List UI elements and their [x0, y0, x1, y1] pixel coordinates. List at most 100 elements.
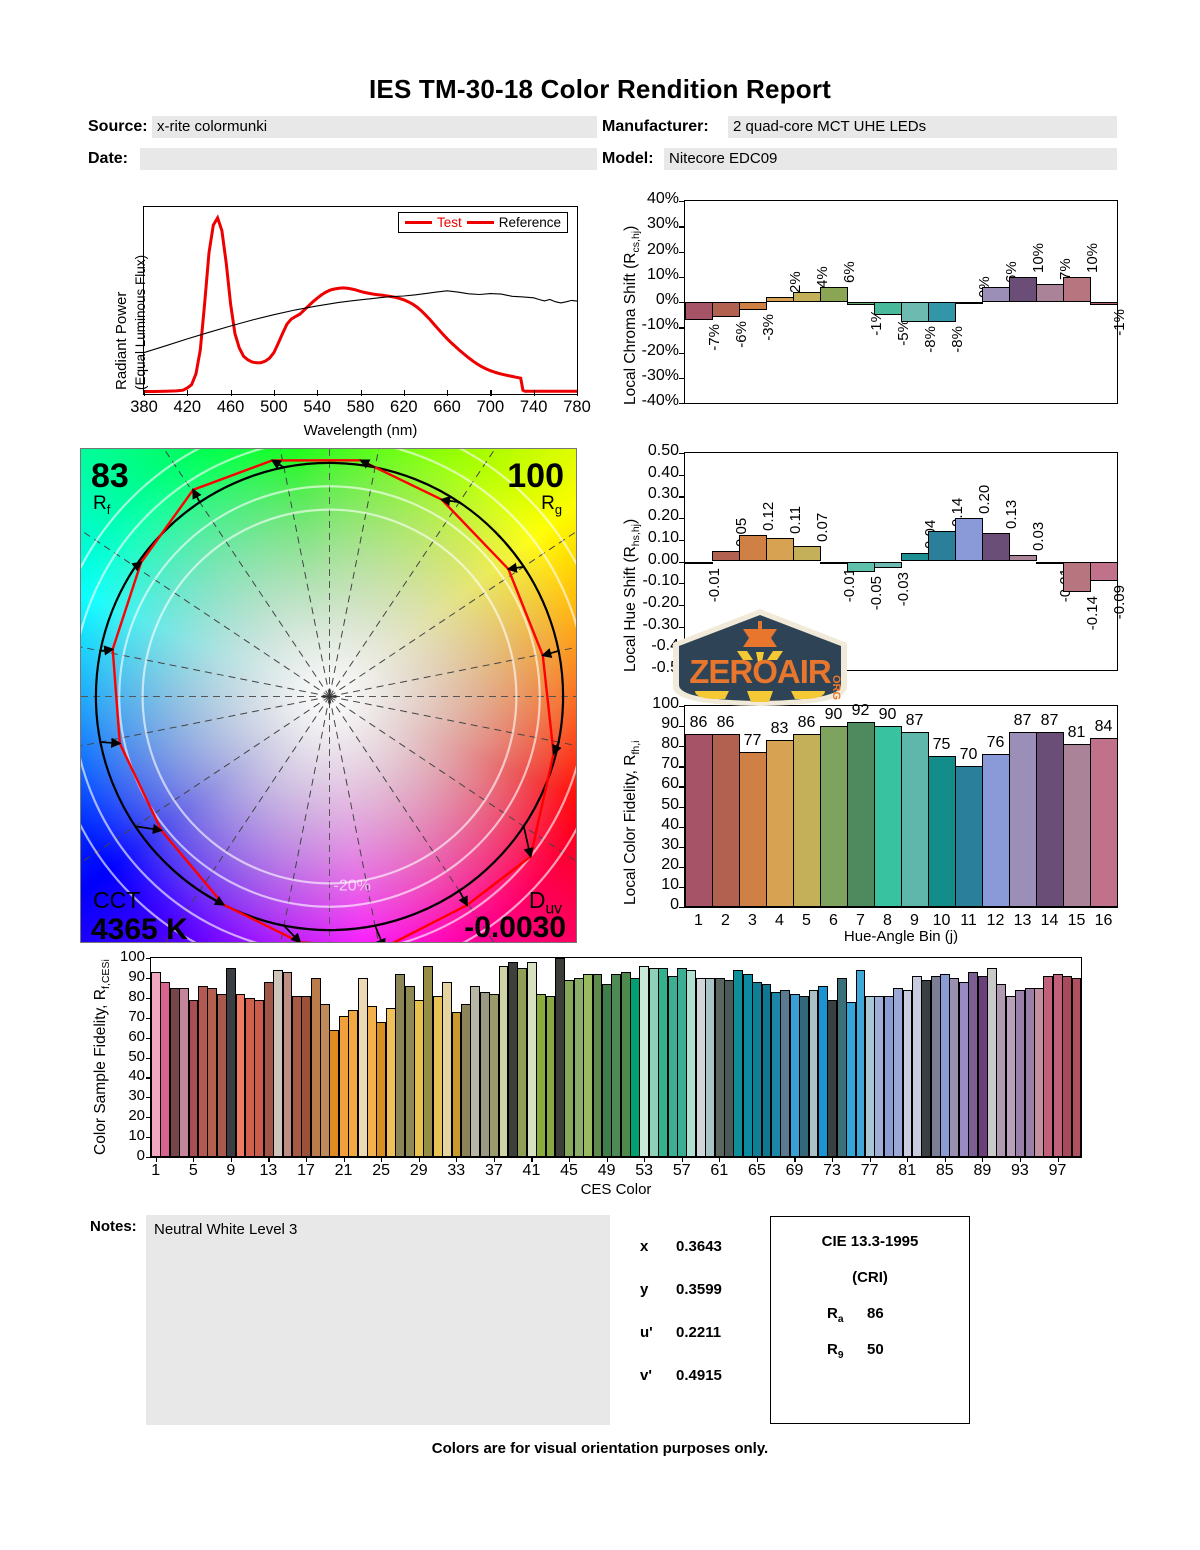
bar [855, 969, 866, 1157]
bar-value-label: 0.20 [975, 484, 993, 515]
bar-value-label: 86 [689, 714, 708, 732]
bar-value-label: -6% [732, 321, 750, 348]
bar [739, 752, 767, 907]
lcf-xlabel: Hue-Angle Bin (j) [843, 928, 959, 945]
bar-value-label: -0.01 [705, 567, 723, 602]
bar-value-label: -5% [894, 318, 912, 346]
bar [766, 537, 794, 562]
bar [847, 302, 875, 305]
bar [677, 967, 687, 1157]
model-value: Nitecore EDC09 [664, 148, 1117, 170]
bar-value-label: 87 [1013, 712, 1032, 730]
bar-value-label: -0.01 [840, 567, 858, 602]
bar [1090, 302, 1118, 305]
cvg-bin-label: 10 [81, 856, 82, 880]
bar [1036, 284, 1064, 302]
cvg-bin-label: 7 [81, 509, 82, 533]
bar [739, 302, 767, 310]
bar-value-label: 6% [840, 261, 858, 283]
duv-label: Duv [528, 887, 562, 918]
bar-value-label: -8% [948, 326, 966, 353]
bar-value-label: 4% [813, 266, 831, 288]
page-title: IES TM-30-18 Color Rendition Report [368, 74, 832, 104]
bar [901, 732, 929, 907]
r9-value: 50 [867, 1341, 884, 1358]
spd-legend: Test Reference [398, 212, 569, 233]
spd-ylabel: Radiant Power [113, 291, 130, 390]
bar [1063, 744, 1091, 907]
cie-subtitle: (CRI) [852, 1269, 888, 1286]
bar [367, 1005, 377, 1157]
x-label: x [640, 1238, 649, 1255]
bar-value-label: 87 [905, 712, 924, 730]
bar [739, 535, 767, 562]
bar [982, 754, 1010, 907]
bar [874, 302, 902, 315]
x-value: 0.3643 [676, 1238, 722, 1255]
y-label: y [640, 1281, 649, 1298]
bar-value-label: 75 [932, 736, 951, 754]
bar-value-label: 0.07 [813, 513, 831, 543]
svg-text:ZEROAIR: ZEROAIR [689, 653, 832, 690]
bar [955, 302, 983, 304]
bar-value-label: 2% [786, 271, 804, 293]
notes-box[interactable]: Neutral White Level 3 [146, 1215, 610, 1425]
notes-label: Notes: [90, 1218, 137, 1235]
bar [1009, 732, 1037, 907]
bar [766, 296, 794, 302]
bar-value-label: 0.12 [759, 502, 777, 532]
notes-text: Neutral White Level 3 [154, 1221, 298, 1238]
bar-value-label: 92 [851, 702, 870, 720]
bar-value-label: -3% [759, 313, 777, 341]
bar [955, 518, 983, 562]
bar [712, 734, 740, 907]
cie-box: CIE 13.3-1995 (CRI) Ra 86 R9 50 [770, 1216, 970, 1424]
bar [766, 740, 794, 907]
bar [874, 726, 902, 907]
bar [902, 989, 913, 1157]
bar-value-label: -0.03 [894, 572, 912, 607]
v-prime-value: 0.4915 [676, 1367, 722, 1384]
bar [820, 726, 848, 907]
bar [793, 546, 821, 562]
rf-label: Rf [93, 493, 111, 517]
bar [940, 973, 950, 1157]
bar-value-label: 10% [1083, 242, 1101, 273]
footer-note: Colors are for visual orientation purpos… [431, 1440, 769, 1457]
cct-value: 4365 K [91, 913, 188, 943]
r9-label: R9 [827, 1341, 844, 1361]
date-value [140, 148, 597, 170]
duv-value: -0.0030 [464, 911, 566, 943]
bar-value-label: 87 [1040, 712, 1059, 730]
bar [685, 561, 713, 564]
bar-value-label: 10% [1029, 242, 1047, 273]
bar [498, 965, 509, 1157]
spd-plot [144, 214, 577, 393]
bar [712, 550, 740, 562]
bar [1036, 561, 1064, 564]
bar [1071, 977, 1082, 1157]
bar [320, 1003, 330, 1157]
source-label: Source: [88, 118, 148, 135]
manufacturer-value: 2 quad-core MCT UHE LEDs [728, 116, 1117, 138]
bar-value-label: 84 [1094, 718, 1113, 736]
bar-value-label: -0.05 [867, 576, 885, 611]
bar-value-label: 86 [716, 714, 735, 732]
bar [820, 561, 848, 564]
bar-value-label: -8% [921, 326, 939, 353]
bar [955, 766, 983, 907]
bar [1063, 561, 1091, 592]
bar-value-label: 83 [770, 720, 789, 738]
bar [1034, 987, 1044, 1157]
bar [235, 993, 246, 1157]
bar [793, 291, 821, 302]
manufacturer-label: Manufacturer: [602, 118, 709, 135]
bar-value-label: 0.11 [786, 505, 804, 534]
bar-value-label: 0.03 [1029, 521, 1047, 551]
bar [928, 756, 956, 907]
y-value: 0.3599 [676, 1281, 722, 1298]
bar [982, 533, 1010, 562]
bar [793, 734, 821, 907]
reference-line-swatch [466, 221, 494, 224]
bar-value-label: 81 [1067, 724, 1086, 742]
